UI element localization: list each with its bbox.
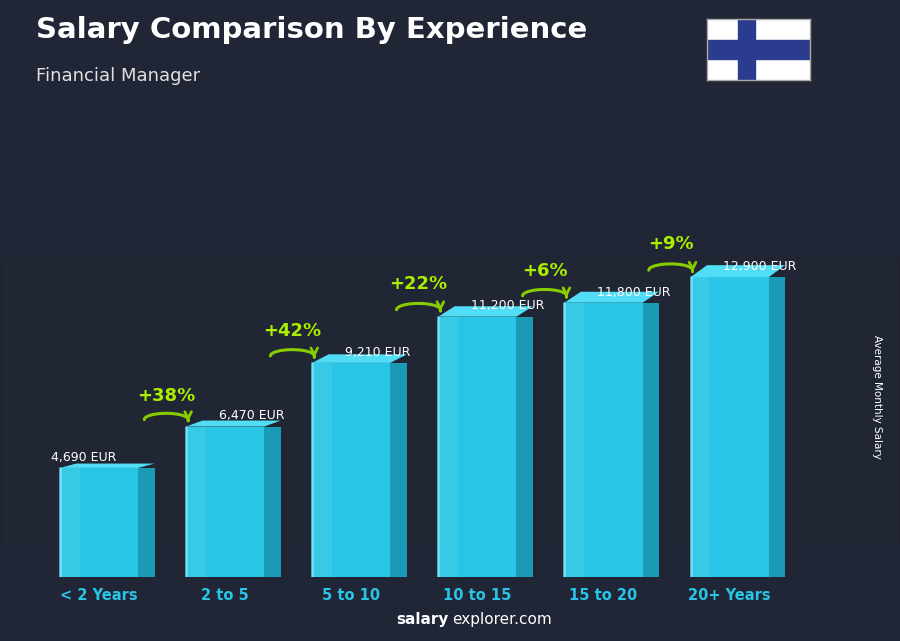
Polygon shape [186,426,205,577]
Text: +38%: +38% [137,387,195,405]
Polygon shape [391,363,407,577]
Text: 11,800 EUR: 11,800 EUR [598,285,670,299]
Polygon shape [690,265,785,277]
FancyBboxPatch shape [312,363,391,577]
FancyBboxPatch shape [564,303,643,577]
Text: explorer.com: explorer.com [452,612,552,627]
Polygon shape [564,303,584,577]
Polygon shape [690,277,710,577]
Text: 11,200 EUR: 11,200 EUR [471,299,544,312]
Polygon shape [139,468,155,577]
Polygon shape [60,463,155,468]
FancyBboxPatch shape [438,317,517,577]
Polygon shape [265,426,281,577]
Text: 12,900 EUR: 12,900 EUR [724,260,796,273]
Polygon shape [643,303,659,577]
Polygon shape [312,363,332,577]
Polygon shape [564,292,659,303]
Text: salary: salary [396,612,448,627]
Text: +22%: +22% [390,275,447,293]
Text: Financial Manager: Financial Manager [36,67,200,85]
Text: 9,210 EUR: 9,210 EUR [345,345,410,359]
Text: Salary Comparison By Experience: Salary Comparison By Experience [36,16,587,44]
Text: +9%: +9% [648,235,694,253]
Polygon shape [769,277,785,577]
Polygon shape [438,306,533,317]
Text: +6%: +6% [522,262,567,280]
Text: Average Monthly Salary: Average Monthly Salary [872,335,883,460]
Bar [706,40,810,59]
Bar [738,19,755,80]
Text: 6,470 EUR: 6,470 EUR [219,410,284,422]
Polygon shape [60,468,79,577]
Text: 4,690 EUR: 4,690 EUR [51,451,116,463]
FancyBboxPatch shape [186,426,265,577]
FancyBboxPatch shape [690,277,769,577]
Polygon shape [312,354,407,363]
Polygon shape [517,317,533,577]
Polygon shape [438,317,458,577]
Polygon shape [186,420,281,426]
Text: +42%: +42% [264,322,321,340]
FancyBboxPatch shape [60,468,139,577]
